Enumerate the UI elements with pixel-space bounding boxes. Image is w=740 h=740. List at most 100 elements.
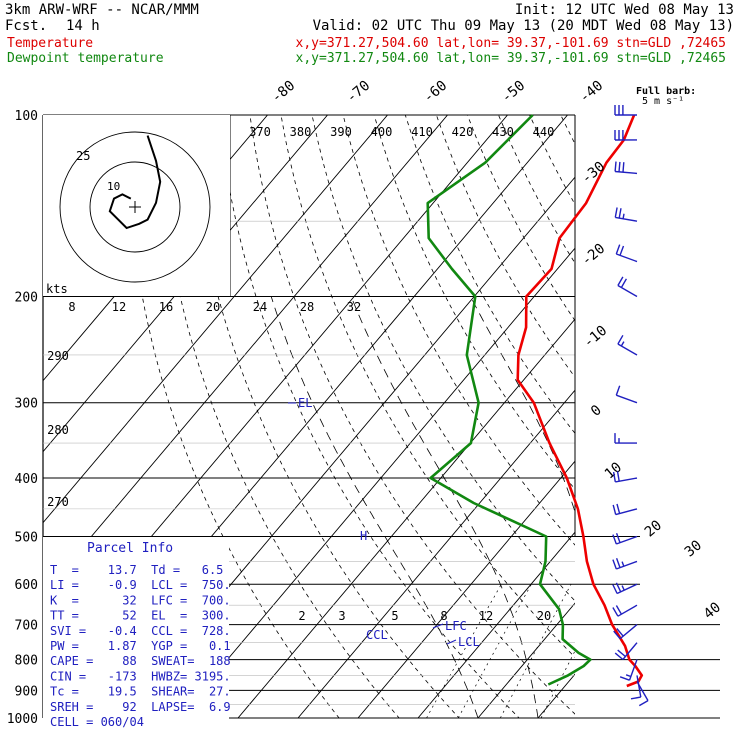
dry-adiabat — [404, 115, 575, 434]
wind-barb — [612, 557, 638, 570]
dry-adiabat — [529, 115, 575, 206]
isotherm — [598, 115, 740, 718]
speed-axis-label: 12 — [112, 300, 126, 314]
parcel-info-row: T = 13.7 Td = 6.5 — [50, 563, 223, 577]
init-time: Init: 12 UTC Wed 08 May 13 — [515, 2, 734, 18]
barb-flag — [616, 628, 624, 637]
barb-flag — [612, 559, 617, 570]
wind-barb — [614, 207, 638, 222]
hodograph-ring — [59, 131, 211, 283]
barb-staff — [616, 583, 638, 595]
barb-flag — [615, 582, 622, 593]
right-temperature-label: 0 — [588, 402, 605, 420]
lfc-label: LFC — [445, 619, 467, 633]
lcl-label: LCL — [458, 635, 480, 649]
dry-adiabat — [716, 115, 740, 731]
isotherm — [43, 115, 388, 524]
barb-staff — [617, 343, 638, 356]
speed-axis-label: 32 — [347, 300, 361, 314]
barb-flag — [638, 699, 649, 707]
barb-staff — [617, 604, 638, 617]
dry-adiabat — [280, 115, 575, 658]
mixing-ratio-label: 12 — [479, 609, 493, 623]
barb-staff — [615, 477, 638, 483]
wind-barb — [614, 161, 638, 175]
hodograph-ring — [89, 161, 181, 253]
dry-adiabat — [467, 115, 575, 322]
wind-barb — [612, 604, 638, 617]
barb-staff — [628, 659, 638, 681]
barb-flag — [615, 557, 621, 568]
right-temperature-label: -10 — [581, 323, 611, 352]
parcel-info-row: SREH = 92 LAPSE= 6.9 — [50, 700, 231, 714]
mixing-ratio-line — [426, 584, 502, 718]
parcel-info-row: CELL = 060/04 — [50, 715, 144, 729]
barb-staff — [622, 642, 638, 660]
right-temperature-label: 40 — [701, 599, 724, 622]
barb-flag — [613, 630, 621, 640]
hodograph-ring-label: 10 — [107, 180, 120, 193]
barb-flag — [615, 533, 621, 543]
parcel-info-row: CIN = -173 HWBZ= 3195. — [50, 669, 231, 683]
isotherm — [357, 460, 575, 718]
isotherm — [658, 115, 740, 718]
dewpoint-profile — [426, 114, 592, 686]
barb-flag — [618, 208, 622, 219]
barb-legend-units: 5 m s⁻¹ — [642, 96, 684, 107]
barb-flag — [622, 213, 625, 219]
right-temperature-label: -20 — [579, 241, 609, 270]
top-temperature-label: -50 — [499, 78, 529, 107]
mixing-ratio-label: 8 — [440, 609, 447, 623]
dry-adiabat-label: 290 — [47, 349, 69, 363]
valid-time: Valid: 02 UTC Thu 09 May 13 (20 MDT Wed … — [313, 18, 734, 34]
theta-e-label: 400 — [371, 125, 393, 139]
dry-adiabat — [560, 115, 575, 145]
hodograph-units: kts — [46, 282, 68, 296]
lfc-marker — [432, 623, 444, 629]
barb-flag — [612, 534, 617, 545]
dry-adiabat — [125, 115, 340, 718]
parcel-info-row: PW = 1.87 YGP = 0.1 — [50, 639, 231, 653]
mixing-ratio-line — [499, 584, 572, 718]
wind-barb — [612, 471, 638, 483]
right-temperature-label: 10 — [602, 459, 625, 482]
wind-barbs — [612, 105, 649, 707]
barb-flag — [617, 649, 626, 658]
wind-barb — [619, 659, 638, 681]
model-title: 3km ARW-WRF -- NCAR/MMM — [5, 2, 199, 18]
dry-adiabat — [187, 115, 460, 718]
isotherm — [177, 247, 575, 718]
wind-barb — [615, 244, 638, 263]
speed-axis-label: 24 — [253, 300, 267, 314]
theta-e-label: 420 — [452, 125, 474, 139]
moist-adiabat — [350, 296, 539, 718]
barb-staff — [616, 394, 638, 404]
pressure-label: 800 — [15, 654, 38, 669]
pressure-label: 100 — [15, 109, 38, 124]
theta-e-label: 430 — [492, 125, 514, 139]
temperature-label: Temperature — [7, 36, 93, 51]
dry-adiabat-label: 270 — [47, 495, 69, 509]
pressure-label: 200 — [15, 291, 38, 306]
barb-staff — [616, 535, 638, 545]
theta-e-label: 380 — [290, 125, 312, 139]
dry-adiabat — [654, 115, 740, 731]
barb-staff — [616, 560, 638, 570]
parcel-info-row: SVI = -0.4 CCL = 728. — [50, 624, 231, 638]
barb-flag — [630, 696, 641, 700]
fcst-label: Fcst. — [5, 18, 47, 34]
dry-adiabat — [342, 115, 575, 546]
wind-barb — [613, 624, 638, 640]
barb-legend-title: Full barb: — [636, 86, 696, 97]
parcel-info-row: LI = -0.9 LCL = 750. — [50, 578, 231, 592]
barb-flag — [612, 607, 619, 617]
isotherm — [718, 115, 740, 718]
barb-flag — [621, 585, 625, 591]
isotherm — [43, 115, 328, 453]
barb-flag — [617, 334, 624, 345]
temperature-profile — [516, 114, 644, 688]
right-temperature-label: 30 — [682, 537, 705, 560]
barb-flag — [614, 652, 624, 661]
wind-barb — [612, 582, 638, 595]
fcst-hours: 14 h — [66, 18, 100, 34]
